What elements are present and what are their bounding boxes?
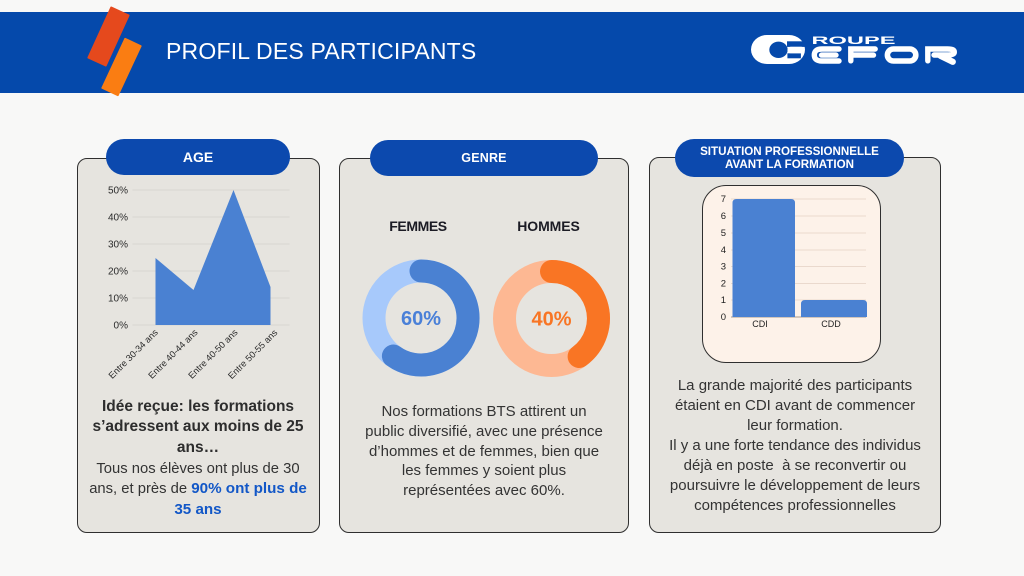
svg-text:30%: 30% (107, 240, 127, 251)
svg-text:ROUPE: ROUPE (812, 35, 896, 47)
svg-text:3: 3 (721, 262, 726, 273)
svg-text:1: 1 (721, 295, 726, 306)
svg-text:CDD: CDD (821, 319, 841, 329)
svg-text:20%: 20% (107, 267, 127, 278)
svg-text:40%: 40% (531, 309, 571, 331)
svg-text:2: 2 (721, 279, 726, 290)
svg-text:0%: 0% (113, 321, 128, 332)
svg-text:0: 0 (721, 312, 726, 323)
svg-text:6: 6 (721, 211, 726, 222)
svg-text:10%: 10% (107, 294, 127, 305)
svg-text:60%: 60% (401, 308, 441, 330)
svg-text:7: 7 (721, 194, 726, 205)
svg-text:5: 5 (721, 228, 726, 239)
svg-text:4: 4 (721, 245, 726, 256)
svg-text:50%: 50% (107, 186, 127, 197)
svg-text:CDI: CDI (752, 319, 768, 329)
svg-text:40%: 40% (107, 213, 127, 224)
